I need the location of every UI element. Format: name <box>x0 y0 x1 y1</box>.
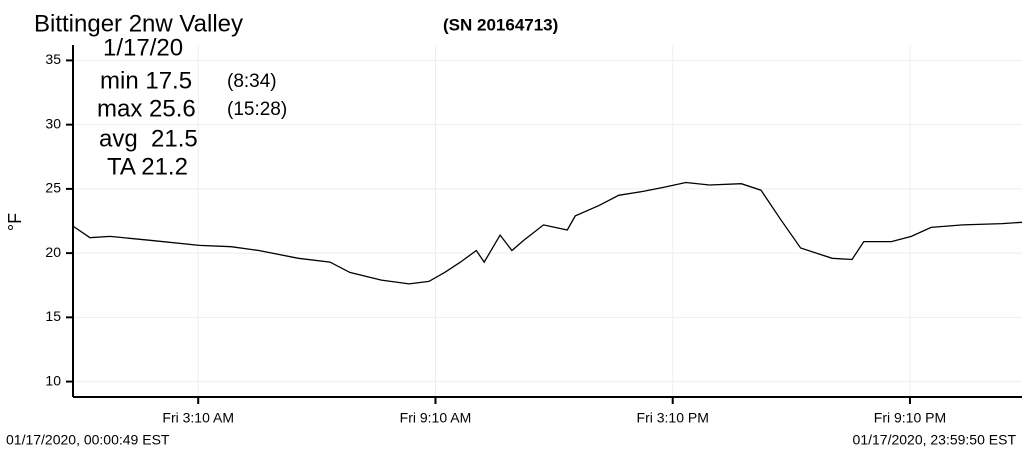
annotation: TA 21.2 <box>107 153 188 180</box>
x-tick-label: Fri 9:10 AM <box>400 410 472 426</box>
end-time: 01/17/2020, 23:59:50 EST <box>853 432 1017 448</box>
annotation: (8:34) <box>227 71 277 92</box>
annotation: max 25.6 <box>97 95 196 122</box>
y-tick-label: 20 <box>45 244 61 260</box>
y-tick-label: 15 <box>45 308 61 324</box>
y-tick-label: 30 <box>45 115 61 131</box>
annotation: avg 21.5 <box>99 125 198 152</box>
y-tick-label: 35 <box>45 51 61 67</box>
x-tick-label: Fri 3:10 AM <box>162 410 234 426</box>
start-time: 01/17/2020, 00:00:49 EST <box>6 432 170 448</box>
x-tick-label: Fri 9:10 PM <box>874 410 946 426</box>
annotation: min 17.5 <box>100 67 192 94</box>
y-tick-label: 25 <box>45 180 61 196</box>
annotation: 1/17/20 <box>103 34 183 61</box>
x-tick-label: Fri 3:10 PM <box>637 410 709 426</box>
y-tick-label: 10 <box>45 372 61 388</box>
annotation: (15:28) <box>227 99 287 120</box>
data-line <box>72 181 1023 285</box>
serial-number: (SN 20164713) <box>443 15 558 34</box>
chart-title: Bittinger 2nw Valley <box>34 10 243 37</box>
y-axis-label: °F <box>5 213 25 231</box>
